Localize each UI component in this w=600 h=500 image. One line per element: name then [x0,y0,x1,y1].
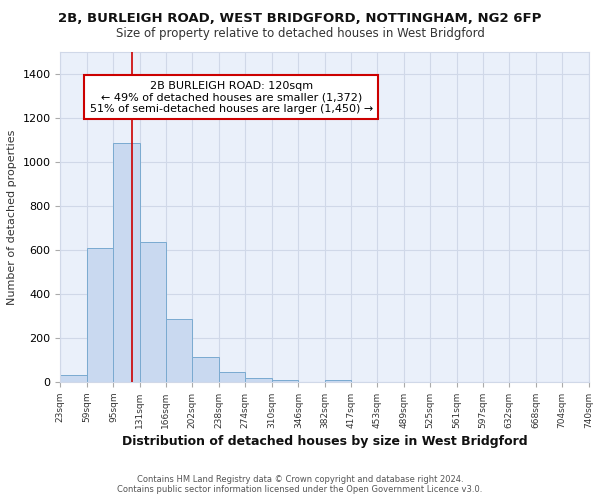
Text: Size of property relative to detached houses in West Bridgford: Size of property relative to detached ho… [116,28,484,40]
Bar [61,376,87,382]
Text: 2B, BURLEIGH ROAD, WEST BRIDGFORD, NOTTINGHAM, NG2 6FP: 2B, BURLEIGH ROAD, WEST BRIDGFORD, NOTTI… [58,12,542,26]
Bar [219,372,245,382]
Bar [325,380,350,382]
Bar [87,248,113,382]
Y-axis label: Number of detached properties: Number of detached properties [7,130,17,304]
Bar [192,356,219,382]
Text: Contains public sector information licensed under the Open Government Licence v3: Contains public sector information licen… [118,485,482,494]
X-axis label: Distribution of detached houses by size in West Bridgford: Distribution of detached houses by size … [122,435,527,448]
Bar [245,378,272,382]
Text: Contains HM Land Registry data © Crown copyright and database right 2024.: Contains HM Land Registry data © Crown c… [137,475,463,484]
Bar [272,380,298,382]
Bar [166,320,192,382]
Bar [113,144,140,382]
Bar [140,242,166,382]
Text: 2B BURLEIGH ROAD: 120sqm
← 49% of detached houses are smaller (1,372)
51% of sem: 2B BURLEIGH ROAD: 120sqm ← 49% of detach… [89,80,373,114]
